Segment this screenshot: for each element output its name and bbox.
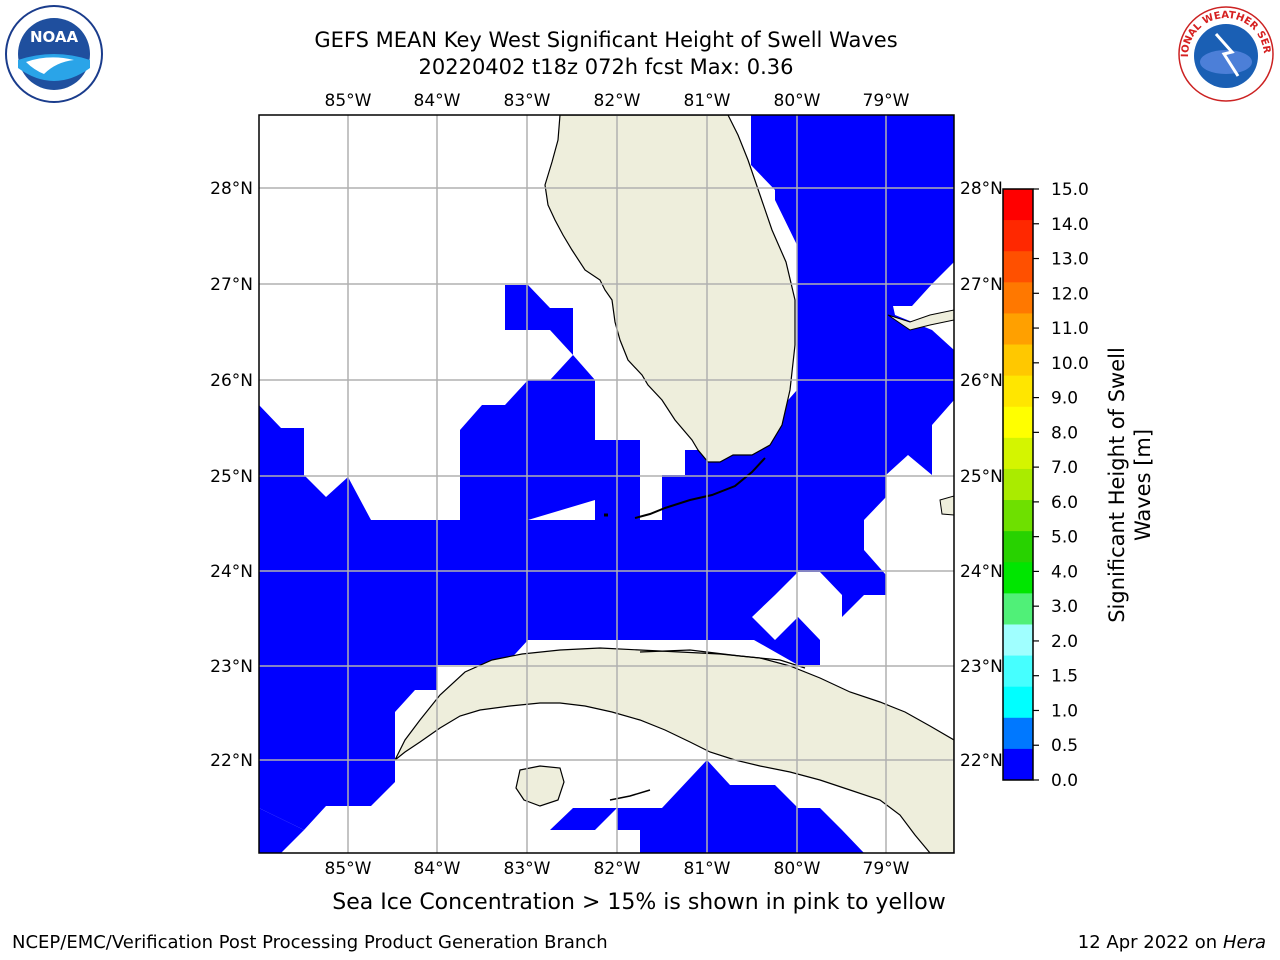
colorbar-segment xyxy=(1003,655,1033,688)
colorbar-tick-label: 12.0 xyxy=(1051,284,1089,304)
lat-label-right: 24°N xyxy=(960,562,1003,582)
colorbar-tick-label: 1.0 xyxy=(1051,701,1078,721)
lat-label-left: 24°N xyxy=(210,562,253,582)
lon-label-bottom: 83°W xyxy=(504,859,551,879)
lon-label-top: 79°W xyxy=(863,91,910,111)
lon-label-top: 85°W xyxy=(325,91,372,111)
colorbar-tick-label: 9.0 xyxy=(1051,389,1078,409)
colorbar-segment xyxy=(1003,748,1033,781)
colorbar-title-line2: Waves [m] xyxy=(1131,429,1155,541)
lat-label-left: 27°N xyxy=(210,275,253,295)
colorbar-tick-label: 2.0 xyxy=(1051,632,1078,652)
cuba-land xyxy=(394,647,954,853)
colorbar-tick-label: 10.0 xyxy=(1051,354,1089,374)
noaa-logo: NOAA xyxy=(5,5,103,103)
nws-logo: NATIONAL WEATHER SERVICE xyxy=(1176,4,1274,102)
bahamas-land xyxy=(887,309,954,331)
colorbar-segment xyxy=(1003,313,1033,346)
swell-height-field xyxy=(259,115,954,853)
colorbar-tick-label: 11.0 xyxy=(1051,319,1089,339)
colorbar-segment xyxy=(1003,468,1033,501)
colorbar-tick-label: 6.0 xyxy=(1051,493,1078,513)
colorbar-segment xyxy=(1003,593,1033,625)
lon-label-bottom: 82°W xyxy=(594,859,641,879)
colorbar-segment xyxy=(1003,717,1033,750)
lon-label-bottom: 80°W xyxy=(774,859,821,879)
isle-of-youth-land xyxy=(515,765,565,807)
colorbar: 15.0 14.0 13.0 12.0 11.0 10.0 9.0 8.0 7.0 6.0 5.0 4… xyxy=(1002,180,1089,791)
footer-date-text: 12 Apr 2022 on xyxy=(1077,932,1223,953)
sea-ice-note: Sea Ice Concentration > 15% is shown in … xyxy=(332,890,946,915)
colorbar-segment xyxy=(1003,189,1033,221)
colorbar-segment xyxy=(1003,624,1033,657)
colorbar-tick-label: 0.0 xyxy=(1051,771,1078,791)
lon-labels-top: 85°W 84°W 83°W 82°W 81°W 80°W 79°W xyxy=(325,91,910,111)
lat-label-left: 23°N xyxy=(210,657,253,677)
colorbar-segment xyxy=(1003,220,1033,252)
colorbar-frame xyxy=(1002,188,1034,781)
lon-labels-bottom: 85°W 84°W 83°W 82°W 81°W 80°W 79°W xyxy=(325,859,910,879)
lon-label-bottom: 85°W xyxy=(325,859,372,879)
lon-label-bottom: 84°W xyxy=(414,859,461,879)
colorbar-segment xyxy=(1003,344,1033,377)
footer-date: 12 Apr 2022 on Hera xyxy=(1078,932,1266,953)
footer-credit: NCEP/EMC/Verification Post Processing Pr… xyxy=(12,932,608,953)
lon-label-bottom: 81°W xyxy=(684,859,731,879)
colorbar-tick-label: 15.0 xyxy=(1051,180,1089,200)
lat-label-right: 27°N xyxy=(960,275,1003,295)
lat-label-right: 28°N xyxy=(960,179,1003,199)
colorbar-segment xyxy=(1003,282,1033,314)
florida-land xyxy=(544,115,796,463)
lat-label-right: 25°N xyxy=(960,467,1003,487)
colorbar-segment xyxy=(1003,562,1033,594)
lat-label-left: 28°N xyxy=(210,179,253,199)
colorbar-segment xyxy=(1003,437,1033,470)
lon-label-top: 81°W xyxy=(684,91,731,111)
lon-label-bottom: 79°W xyxy=(863,859,910,879)
colorbar-segment xyxy=(1003,406,1033,439)
map-frame xyxy=(258,114,955,854)
lat-label-right: 26°N xyxy=(960,371,1003,391)
colorbar-tick-label: 8.0 xyxy=(1051,423,1078,443)
lon-label-top: 83°W xyxy=(504,91,551,111)
graticule xyxy=(259,115,954,853)
colorbar-tick-label: 7.0 xyxy=(1051,458,1078,478)
lat-labels-right: 28°N 27°N 26°N 25°N 24°N 23°N 22°N xyxy=(960,179,1003,771)
colorbar-tick-label: 5.0 xyxy=(1051,528,1078,548)
colorbar-segment xyxy=(1003,686,1033,719)
chart-title: GEFS MEAN Key West Significant Height of… xyxy=(314,28,898,52)
lat-label-left: 22°N xyxy=(210,751,253,771)
lon-label-top: 84°W xyxy=(414,91,461,111)
colorbar-segment xyxy=(1003,500,1033,532)
lat-label-left: 25°N xyxy=(210,467,253,487)
colorbar-title: Significant Height of Swell Waves [m] xyxy=(1105,347,1155,623)
lat-labels-left: 28°N 27°N 26°N 25°N 24°N 23°N 22°N xyxy=(210,179,253,771)
chart-subtitle: 20220402 t18z 072h fcst Max: 0.36 xyxy=(418,55,794,79)
colorbar-segment xyxy=(1003,251,1033,283)
colorbar-tick-label: 3.0 xyxy=(1051,597,1078,617)
colorbar-segment xyxy=(1003,375,1033,408)
florida-keys xyxy=(634,457,766,519)
lon-label-top: 80°W xyxy=(774,91,821,111)
colorbar-tick-label: 1.5 xyxy=(1051,667,1078,687)
colorbar-tick-label: 14.0 xyxy=(1051,215,1089,235)
colorbar-title-line1: Significant Height of Swell xyxy=(1105,347,1129,623)
colorbar-tick-label: 0.5 xyxy=(1051,736,1078,756)
lon-label-top: 82°W xyxy=(594,91,641,111)
cuban-cays xyxy=(639,649,806,669)
lat-label-right: 22°N xyxy=(960,751,1003,771)
colorbar-tick-label: 13.0 xyxy=(1051,250,1089,270)
footer-machine: Hera xyxy=(1222,932,1266,953)
colorbar-segment xyxy=(1003,531,1033,563)
lat-label-left: 26°N xyxy=(210,371,253,391)
map-area xyxy=(259,115,954,853)
lat-label-right: 23°N xyxy=(960,657,1003,677)
noaa-logo-text: NOAA xyxy=(30,28,79,46)
colorbar-tick-label: 4.0 xyxy=(1051,562,1078,582)
